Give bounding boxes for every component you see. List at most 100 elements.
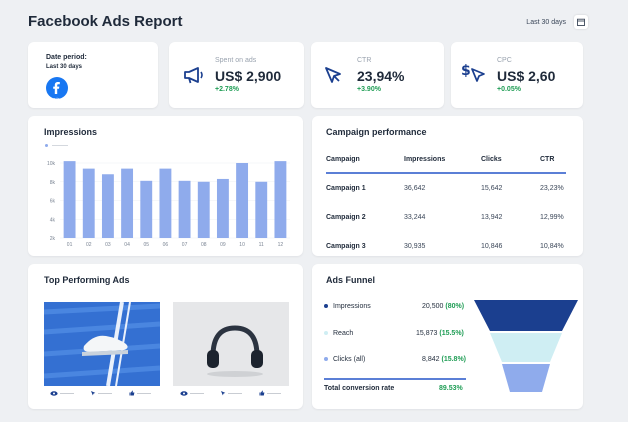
stat-placeholder: [137, 393, 151, 394]
calendar-button[interactable]: [574, 15, 588, 29]
funnel-stage-clicks: [502, 364, 550, 392]
impressions-card: Impressions 2k 4k 6k 8k 10k 01 02 03 04 05 06 07 08 0…: [28, 116, 303, 256]
funnel-dot: [324, 304, 328, 309]
cell-impressions: 33,244: [404, 214, 426, 221]
megaphone-icon: [184, 67, 203, 84]
kpi-label-ctr: CTR: [357, 57, 372, 64]
top-ads-card: Top Performing Ads: [28, 264, 303, 409]
stat-placeholder: [190, 393, 204, 394]
dollar-cursor-icon: $: [461, 63, 485, 82]
funnel-stage-impressions: [474, 300, 578, 331]
funnel-value-impressions: 20,500 (80%): [422, 303, 465, 310]
campaign-performance-card: Campaign performance Campaign Impression…: [312, 116, 583, 256]
ads-funnel-title: Ads Funnel: [326, 275, 375, 285]
bar-11[interactable]: [255, 181, 268, 238]
cell-campaign: Campaign 1: [326, 185, 366, 192]
date-period-value: Last 30 days: [46, 64, 83, 70]
bar-09[interactable]: [216, 178, 229, 238]
page-title: Facebook Ads Report: [28, 13, 183, 30]
stat-placeholder: [60, 393, 74, 394]
col-impressions[interactable]: Impressions: [404, 156, 481, 174]
bar-08[interactable]: [197, 181, 210, 238]
x-tick-label: 04: [124, 242, 130, 248]
cursor-click-icon: [325, 67, 341, 83]
cell-clicks: 13,942: [481, 214, 503, 221]
cursor-icon: [91, 391, 96, 396]
table-row[interactable]: Campaign 2 33,244 13,942 12,99%: [326, 203, 566, 232]
x-tick-label: 06: [163, 242, 169, 248]
y-tick-label: 10k: [47, 161, 56, 167]
y-tick-label: 4k: [50, 217, 56, 223]
stat-placeholder: [228, 393, 242, 394]
x-tick-label: 03: [105, 242, 111, 248]
kpi-delta-spent: +2.78%: [215, 86, 239, 93]
eye-icon: [50, 391, 58, 396]
funnel-row-reach: Reach: [324, 330, 353, 337]
ad-image-sneaker[interactable]: [44, 302, 160, 386]
cell-ctr: 23,23%: [540, 185, 564, 192]
funnel-chart: [474, 300, 578, 392]
bar-01[interactable]: [63, 161, 76, 238]
bar-02[interactable]: [82, 168, 95, 238]
top-ads-title: Top Performing Ads: [44, 275, 130, 285]
impressions-bar-chart: 2k 4k 6k 8k 10k 01 02 03 04 05 06 07 08 09 10 11 12: [47, 161, 290, 248]
campaign-table: Campaign Impressions Clicks CTR Campaign…: [326, 156, 566, 261]
bar-06[interactable]: [159, 168, 172, 238]
x-tick-label: 07: [182, 242, 188, 248]
bar-04[interactable]: [121, 168, 134, 238]
x-tick-label: 10: [239, 242, 245, 248]
svg-text:$: $: [461, 63, 471, 79]
kpi-delta-cpc: +0.05%: [497, 86, 521, 93]
kpi-card-spent: Spent on ads US$ 2,900 +2.78%: [169, 42, 304, 108]
table-row[interactable]: Campaign 1 36,642 15,642 23,23%: [326, 173, 566, 203]
cell-campaign: Campaign 3: [326, 243, 366, 250]
legend-dot: [45, 144, 48, 147]
x-tick-label: 01: [67, 242, 73, 248]
total-conversion-value: 89.53%: [439, 385, 463, 392]
funnel-row-impressions: Impressions: [324, 303, 371, 310]
x-tick-label: 05: [143, 242, 149, 248]
col-ctr[interactable]: CTR: [540, 156, 566, 174]
x-tick-label: 09: [220, 242, 226, 248]
kpi-card-ctr: CTR 23,94% +3.90%: [311, 42, 444, 108]
y-tick-label: 8k: [50, 180, 56, 186]
x-tick-label: 08: [201, 242, 207, 248]
eye-icon: [180, 391, 188, 396]
cell-ctr: 10,84%: [540, 243, 564, 250]
funnel-label: Reach: [333, 330, 354, 337]
date-period-card: Date period: Last 30 days ads: [28, 42, 158, 108]
funnel-stage-reach: [490, 333, 562, 362]
cell-campaign: Campaign 2: [326, 214, 366, 221]
bar-12[interactable]: [274, 161, 287, 238]
col-campaign[interactable]: Campaign: [326, 156, 404, 174]
funnel-value-reach: 15,873 (15.5%): [416, 330, 464, 337]
ads-funnel-card: Ads Funnel Impressions 20,500 (80%) Reac…: [312, 264, 583, 409]
bar-10[interactable]: [236, 163, 249, 238]
bar-03[interactable]: [101, 174, 114, 238]
bar-05[interactable]: [140, 180, 153, 238]
stat-placeholder: [267, 393, 281, 394]
kpi-value-spent: US$ 2,900: [215, 68, 282, 84]
impressions-title: Impressions: [44, 127, 98, 137]
stat-placeholder: [98, 393, 112, 394]
bar-07[interactable]: [178, 180, 191, 238]
kpi-label-cpc: CPC: [497, 57, 512, 64]
campaign-performance-title: Campaign performance: [326, 127, 427, 137]
funnel-divider: [324, 378, 466, 380]
cell-clicks: 10,846: [481, 243, 503, 250]
funnel-label: Clicks (all): [333, 356, 366, 363]
ad-image-headphones[interactable]: [173, 302, 289, 386]
ads-caption: ads: [53, 96, 60, 101]
col-clicks[interactable]: Clicks: [481, 156, 540, 174]
cursor-icon: [221, 391, 226, 396]
date-range-label[interactable]: Last 30 days: [526, 19, 566, 26]
kpi-value-cpc: US$ 2,60: [497, 68, 556, 84]
facebook-logo-icon: [46, 77, 68, 99]
kpi-card-cpc: $ CPC US$ 2,60 +0.05%: [451, 42, 583, 108]
y-tick-label: 6k: [50, 199, 56, 205]
kpi-delta-ctr: +3.90%: [357, 86, 381, 93]
cell-ctr: 12,99%: [540, 214, 564, 221]
table-row[interactable]: Campaign 3 30,935 10,846 10,84%: [326, 232, 566, 261]
cell-impressions: 30,935: [404, 243, 426, 250]
y-tick-label: 2k: [50, 236, 56, 242]
